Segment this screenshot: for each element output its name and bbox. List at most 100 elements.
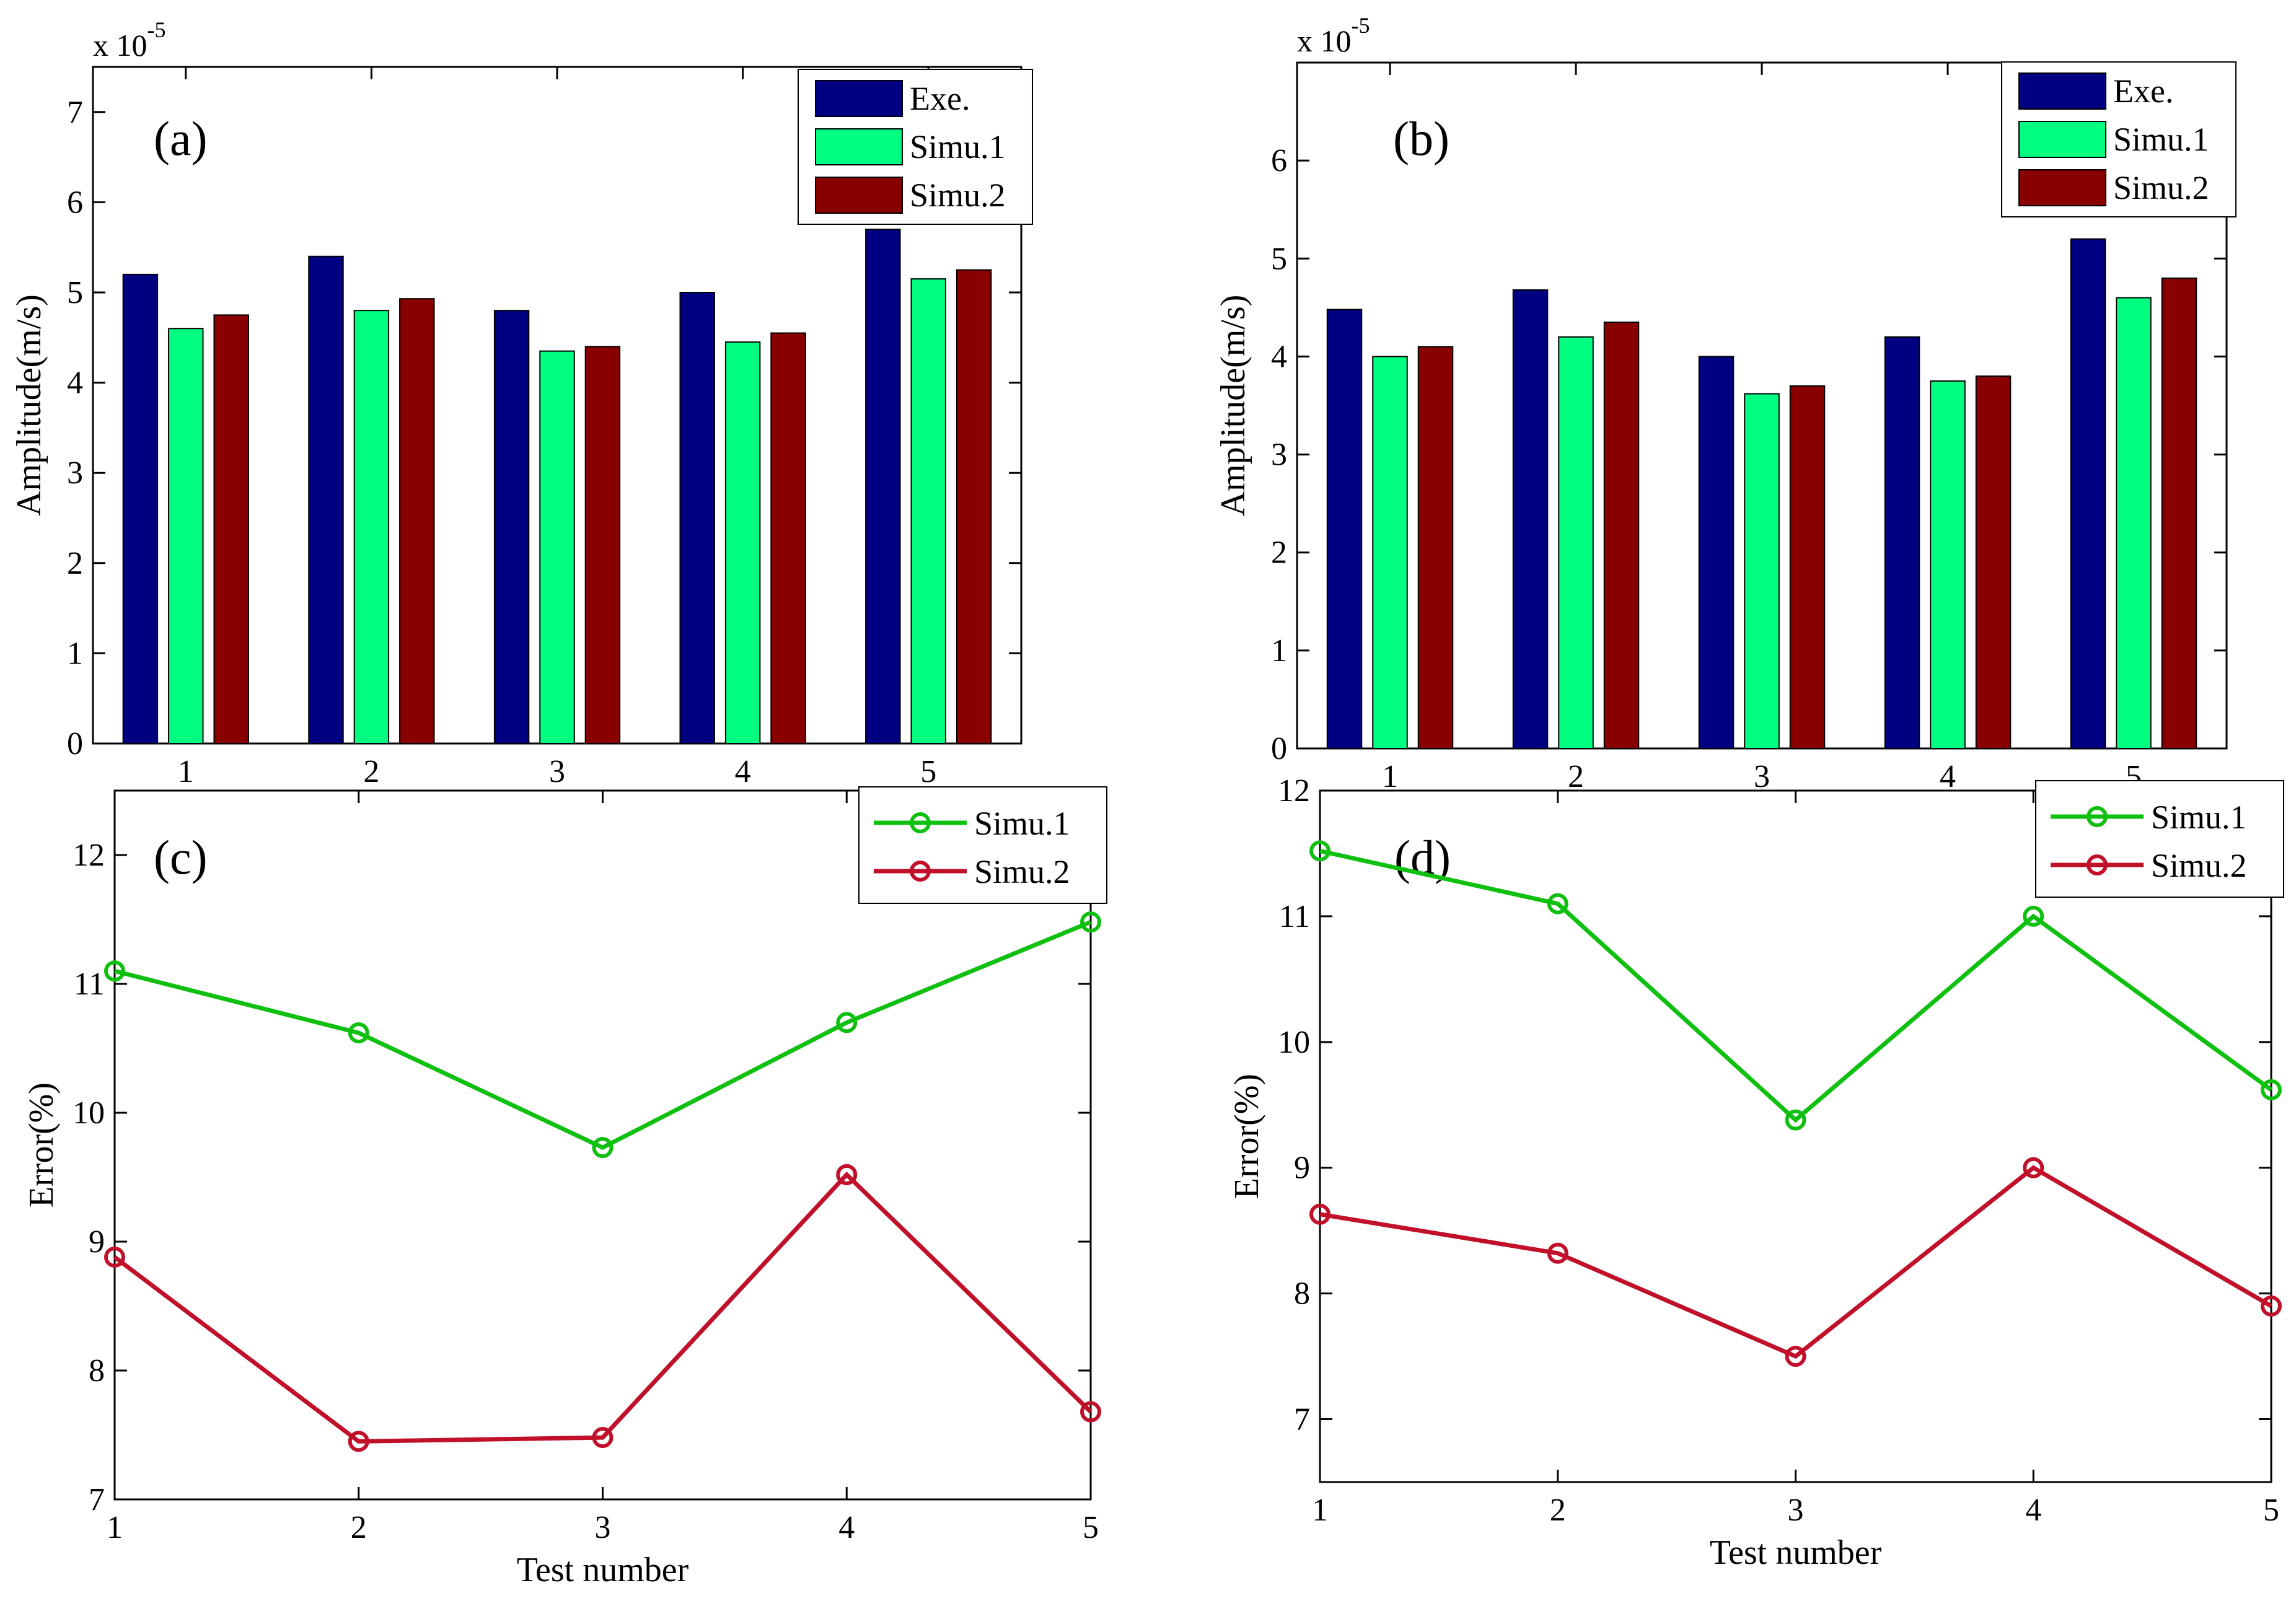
y-tick-label: 6 xyxy=(67,185,83,220)
legend-label: Simu.2 xyxy=(2113,169,2209,206)
bar-simu2-4 xyxy=(770,332,806,744)
exponent-label: x 10-5 xyxy=(93,17,166,63)
x-tick-label: 4 xyxy=(2025,1493,2041,1528)
legend-swatch xyxy=(815,177,903,214)
bar-simu1-4 xyxy=(1930,380,1966,749)
legend-swatch xyxy=(815,128,903,165)
bar-simu2-3 xyxy=(584,346,621,744)
legend-label: Exe. xyxy=(2113,72,2173,110)
bar-exe-1 xyxy=(122,273,159,744)
point-simu2-2 xyxy=(1547,1242,1568,1264)
series-line-simu1 xyxy=(114,919,1092,1151)
x-tick-label: 3 xyxy=(1788,1493,1804,1528)
bar-simu1-2 xyxy=(353,310,390,744)
x-tick-label: 1 xyxy=(1312,1493,1328,1528)
legend: Simu.1 Simu.2 xyxy=(858,786,1107,904)
point-simu1-1 xyxy=(104,960,125,982)
bar-simu1-4 xyxy=(724,341,761,744)
legend-marker xyxy=(910,812,931,833)
point-simu1-4 xyxy=(2023,905,2044,927)
y-tick-label: 12 xyxy=(73,838,105,873)
bar-simu2-1 xyxy=(213,314,249,744)
legend-swatch xyxy=(2018,121,2106,158)
bar-simu2-4 xyxy=(1975,375,2012,749)
y-tick-label: 5 xyxy=(1271,241,1287,276)
legend-label: Simu.2 xyxy=(2151,847,2247,884)
y-tick-label: 1 xyxy=(67,636,83,671)
x-axis-label: Test number xyxy=(517,1551,689,1589)
series-line-simu1 xyxy=(1319,848,2273,1123)
point-simu1-5 xyxy=(2261,1079,2282,1100)
y-tick-label: 2 xyxy=(67,546,83,581)
legend-label: Simu.2 xyxy=(974,853,1070,890)
y-axis-label: Error(%) xyxy=(22,1082,61,1208)
bar-simu1-1 xyxy=(168,328,204,744)
point-simu1-3 xyxy=(1785,1109,1806,1131)
y-tick-label: 9 xyxy=(89,1224,105,1260)
legend-swatch xyxy=(2018,72,2106,110)
legend-label: Simu.1 xyxy=(910,128,1006,165)
panel-letter: (a) xyxy=(154,112,208,165)
y-tick-label: 11 xyxy=(74,967,105,1002)
x-axis-label: Test number xyxy=(1710,1533,1882,1572)
panel-letter: (b) xyxy=(1393,112,1449,165)
exponent-label: x 10-5 xyxy=(1297,13,1370,58)
y-tick-label: 5 xyxy=(67,275,83,310)
x-tick-label: 5 xyxy=(1083,1510,1099,1545)
y-tick-label: 2 xyxy=(1271,535,1287,571)
bar-simu1-5 xyxy=(2116,297,2152,749)
x-tick-label: 4 xyxy=(735,754,751,789)
point-simu2-4 xyxy=(836,1164,858,1185)
legend-label: Simu.1 xyxy=(974,805,1070,842)
point-simu2-3 xyxy=(592,1427,614,1449)
x-tick-label: 1 xyxy=(178,754,194,789)
bar-exe-4 xyxy=(679,292,715,744)
legend: Exe. Simu.1 Simu.2 xyxy=(2001,61,2237,217)
point-simu2-5 xyxy=(2261,1295,2282,1317)
bar-simu1-3 xyxy=(539,350,575,744)
y-tick-label: 10 xyxy=(73,1095,105,1131)
bar-exe-2 xyxy=(308,255,344,744)
bar-exe-5 xyxy=(2070,238,2106,749)
bar-simu1-3 xyxy=(1744,393,1780,749)
bar-exe-5 xyxy=(865,229,901,744)
point-simu2-5 xyxy=(1080,1401,1101,1423)
bar-simu2-3 xyxy=(1789,385,1826,749)
y-tick-label: 10 xyxy=(1278,1025,1310,1060)
y-tick-label: 3 xyxy=(1271,437,1287,473)
bar-exe-3 xyxy=(1698,356,1735,749)
point-simu2-3 xyxy=(1785,1346,1806,1367)
x-tick-label: 1 xyxy=(107,1510,123,1545)
x-tick-label: 5 xyxy=(920,754,936,789)
x-tick-label: 1 xyxy=(1382,759,1398,794)
x-tick-label: 2 xyxy=(1550,1493,1566,1528)
y-tick-label: 8 xyxy=(1294,1276,1310,1312)
x-tick-label: 2 xyxy=(363,754,379,789)
x-tick-label: 4 xyxy=(838,1510,855,1545)
legend-label: Exe. xyxy=(910,80,970,117)
bar-exe-3 xyxy=(493,310,530,744)
point-simu1-3 xyxy=(592,1137,614,1159)
point-simu1-1 xyxy=(1309,840,1331,862)
y-tick-label: 6 xyxy=(1271,143,1287,178)
legend: Exe. Simu.1 Simu.2 xyxy=(798,69,1033,225)
y-tick-label: 3 xyxy=(67,455,83,491)
point-simu2-4 xyxy=(2023,1157,2044,1178)
y-tick-label: 1 xyxy=(1271,633,1287,669)
x-tick-label: 3 xyxy=(549,754,565,789)
y-tick-label: 7 xyxy=(89,1482,105,1517)
bar-exe-2 xyxy=(1512,289,1549,749)
legend-marker xyxy=(2087,806,2108,827)
y-tick-label: 11 xyxy=(1279,899,1310,934)
bar-simu1-1 xyxy=(1372,356,1408,749)
y-tick-label: 7 xyxy=(67,95,83,130)
point-simu1-4 xyxy=(836,1012,858,1033)
y-axis-label: Amplitude(m/s) xyxy=(10,294,48,516)
y-tick-label: 4 xyxy=(67,366,83,401)
panel-a: 0 1 2 3 4 5 6 7 Amplitude(m/s) (a) x 10-5 1 2 3 4 5 Exe.… xyxy=(10,17,1033,789)
x-tick-label: 2 xyxy=(1568,759,1584,794)
x-tick-label: 2 xyxy=(351,1510,367,1545)
